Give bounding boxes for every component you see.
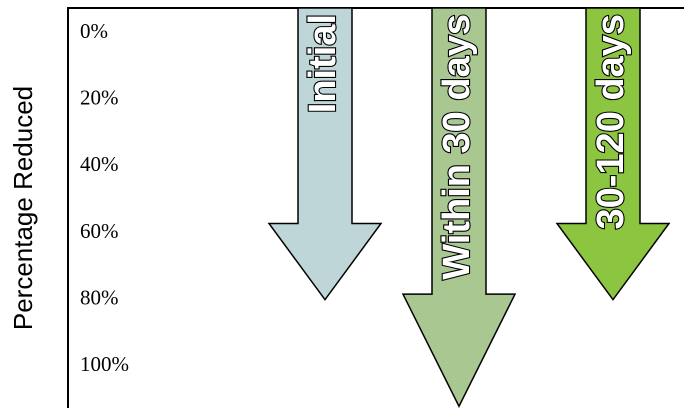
arrow-label: 30-120 days [590,14,632,230]
y-axis-label: Percentage Reduced [8,86,38,330]
y-tick-label: 80% [80,285,119,309]
y-tick-label: 0% [80,19,108,43]
arrow-label: Within 30 days [436,14,478,280]
y-tick-label: 100% [80,352,129,376]
arrow-label: Initial [302,14,344,113]
arrow [267,7,383,301]
y-tick-label: 40% [80,152,119,176]
y-tick-label: 20% [80,85,119,109]
y-tick-label: 60% [80,219,119,243]
arrow [555,7,671,301]
arrow [401,7,517,409]
